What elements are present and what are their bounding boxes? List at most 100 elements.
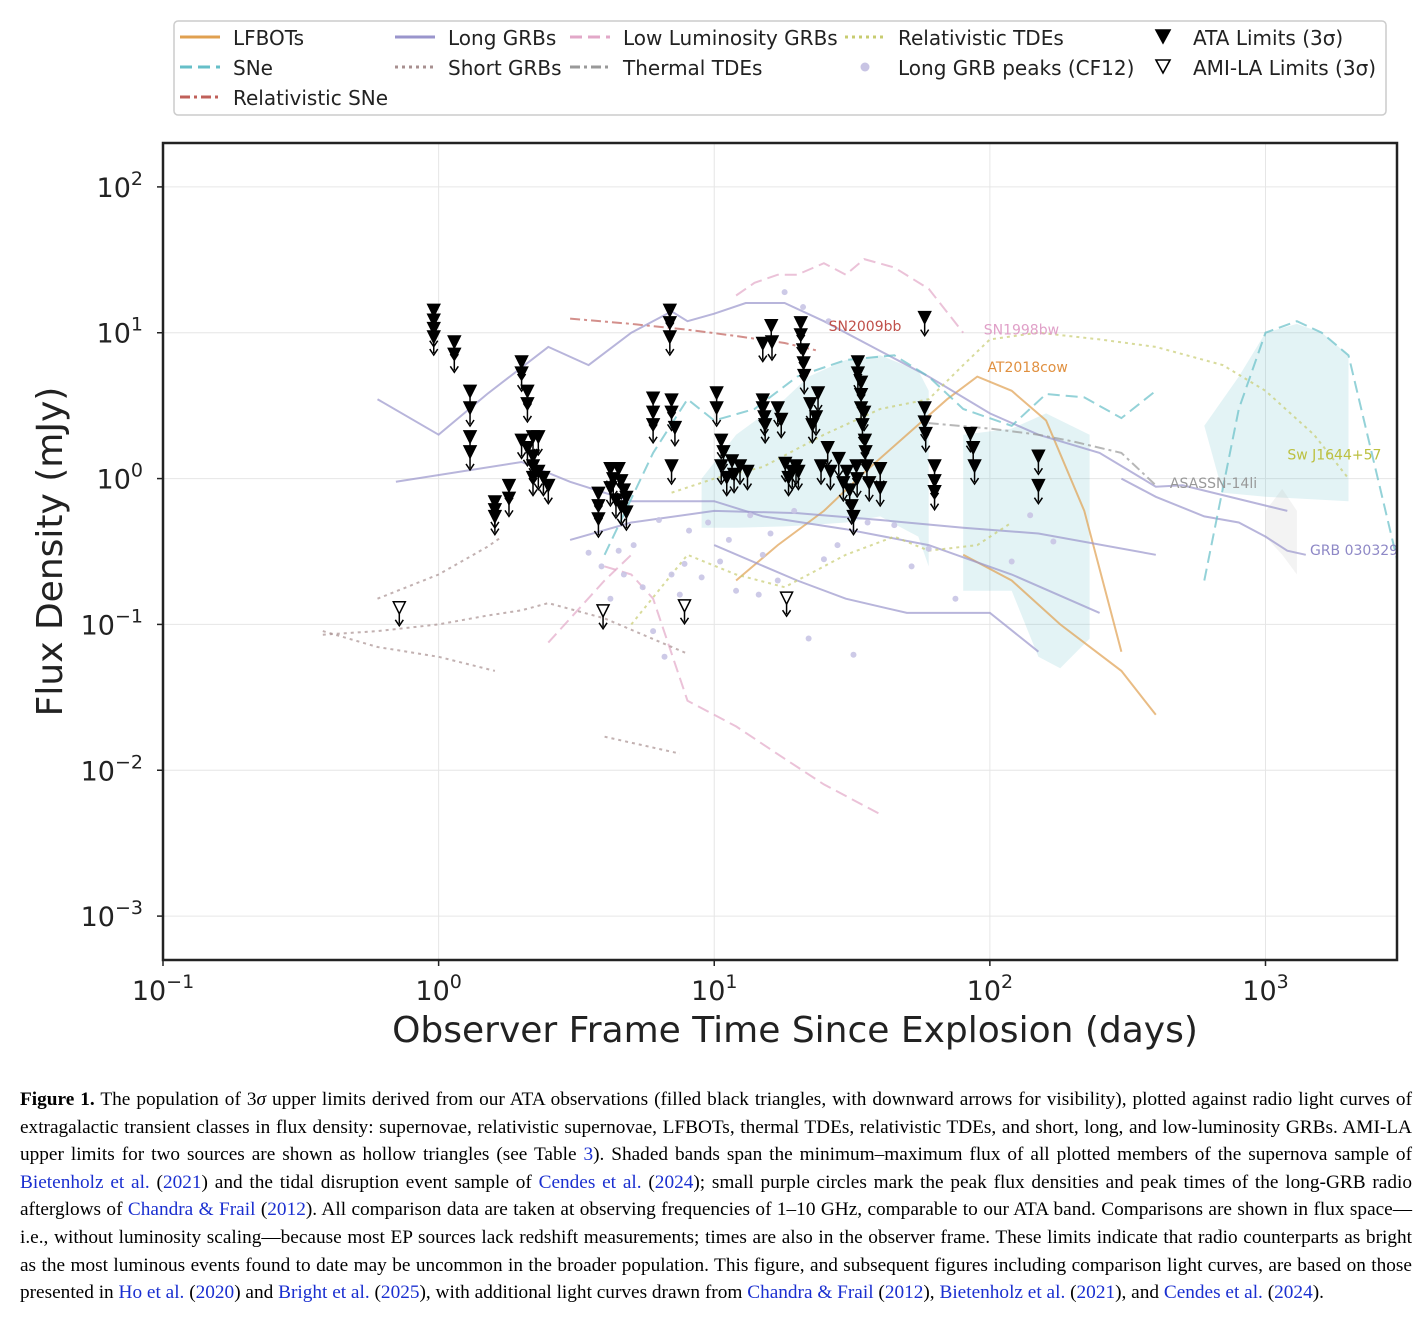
citation-year-link[interactable]: 2024 (1274, 1282, 1313, 1304)
ata-limit-marker (531, 430, 546, 445)
ata-limit-marker (755, 336, 770, 352)
ata-limit-arrow-head (533, 448, 543, 457)
ata-limit (757, 418, 773, 445)
series-line (376, 302, 1288, 512)
ata-limit-marker (791, 464, 806, 480)
ata-limit-arrow-head (670, 439, 680, 447)
citation-link[interactable]: Chandra & Frail (747, 1282, 874, 1304)
grb-peak-point (1050, 538, 1057, 545)
ata-limit-marker (927, 459, 942, 474)
ata-limit (872, 481, 888, 508)
caption-text: upper limits derived from our ATA observ… (20, 1089, 1412, 1166)
caption-label: Figure 1. (20, 1089, 95, 1110)
ata-limit-arrow-head (490, 528, 500, 536)
citation-link[interactable]: Cendes et al. (538, 1171, 642, 1193)
ata-limit-arrow-head (611, 511, 621, 520)
series-line (630, 521, 1013, 626)
citation-link[interactable]: Chandra & Frail (127, 1199, 256, 1221)
ami-limit-marker (779, 591, 794, 606)
x-tick-label: 101 (691, 971, 737, 1007)
grb-peak-point (676, 591, 683, 598)
ata-limit-marker (770, 401, 785, 416)
ata-limit-marker (487, 495, 503, 510)
ata-limit-arrow-head (648, 436, 658, 445)
citation-year-link[interactable]: 2012 (267, 1199, 306, 1221)
ata-limit-marker (846, 509, 861, 525)
ami-limit (392, 601, 407, 628)
ata-limit-marker (793, 328, 808, 343)
citation-year-link[interactable]: 2021 (162, 1171, 202, 1193)
ata-limit-arrow-head (666, 477, 677, 486)
ata-limit-arrow-head (516, 451, 527, 460)
y-axis-label: Flux Density (mJy) (30, 387, 71, 717)
ata-limit (856, 405, 872, 432)
ata-limit-marker (462, 430, 478, 445)
ata-limit-marker (740, 464, 755, 480)
ata-limit-marker (426, 303, 441, 319)
ata-limit-arrow-head (758, 355, 768, 363)
ata-limit-marker (514, 433, 529, 449)
grb-peak-point (655, 516, 662, 523)
citation-year-link[interactable]: 2024 (654, 1171, 694, 1193)
citation-link[interactable]: Bright et al. (278, 1282, 370, 1304)
grb-peak-point (834, 542, 841, 549)
ata-limit (603, 481, 618, 508)
citation-link[interactable]: Bietenholz et al. (20, 1171, 150, 1193)
ata-limit (667, 420, 683, 447)
ata-limit-marker (823, 464, 838, 480)
ata-limit-marker (662, 330, 678, 345)
ata-limit-arrow-head (920, 329, 930, 337)
legend-frame (173, 20, 1387, 116)
ata-limit-arrow-head (543, 497, 553, 506)
ata-limit (740, 464, 755, 491)
ata-limit (541, 478, 556, 506)
ata-limit-marker (917, 401, 932, 416)
ami-limit (595, 604, 611, 631)
ata-limit (662, 330, 678, 357)
ata-limit-marker (850, 366, 866, 381)
series-line (547, 554, 632, 644)
ata-limit-arrow-head (969, 477, 980, 486)
ata-limit-marker (611, 461, 626, 477)
ata-limit-arrow-head (465, 419, 475, 428)
ata-limit-marker (514, 355, 529, 370)
grb-peak-point (755, 591, 762, 598)
ata-limit (823, 464, 838, 491)
legend-item: Long GRB peaks (CF12) (860, 56, 1134, 80)
caption-text: The population of 3 (94, 1089, 257, 1110)
citation-year-link[interactable]: 2020 (195, 1282, 235, 1304)
legend-label: LFBOTs (233, 26, 304, 50)
figure-caption: Figure 1. The population of 3σ upper lim… (20, 1089, 1413, 1304)
ata-limit-marker (859, 459, 875, 474)
grb-peak-point (650, 628, 657, 635)
x-tick-label: 10−1 (132, 971, 194, 1007)
series-line (928, 422, 1157, 487)
ata-limit-marker (755, 393, 770, 408)
series-line (570, 317, 820, 352)
citation-link[interactable]: Bietenholz et al. (939, 1282, 1066, 1304)
citation-year-link[interactable]: 2021 (1076, 1282, 1116, 1304)
citation-year-link[interactable]: 2025 (380, 1282, 420, 1304)
grb-peak-point (639, 584, 646, 591)
legend-label: SNe (233, 56, 273, 80)
grb-peak-point (686, 527, 693, 534)
ata-limit-marker (709, 401, 724, 416)
ata-limit (447, 347, 462, 374)
ata-limit-arrow-head (729, 486, 739, 494)
caption-text: . All comparison data are taken at obser… (20, 1199, 1413, 1304)
citation-year-link[interactable]: 2012 (884, 1282, 924, 1304)
ami-limit-arrow-head (679, 617, 690, 626)
citation-link[interactable]: Ho et al. (118, 1282, 185, 1304)
grb-peak-point (620, 571, 627, 578)
table-ref-link[interactable]: 3 (583, 1144, 594, 1166)
grb-peak-point (952, 595, 959, 602)
ata-limit-marker (755, 401, 770, 416)
curve-annotation: GRB 030329 (1310, 543, 1398, 559)
series-line (735, 375, 1123, 652)
ata-limit (846, 509, 861, 536)
ata-limit-marker (831, 451, 846, 467)
ata-limit (462, 445, 478, 472)
ata-limit-arrow-head (522, 415, 533, 424)
series-line (713, 544, 1040, 653)
citation-link[interactable]: Cendes et al. (1163, 1282, 1263, 1304)
